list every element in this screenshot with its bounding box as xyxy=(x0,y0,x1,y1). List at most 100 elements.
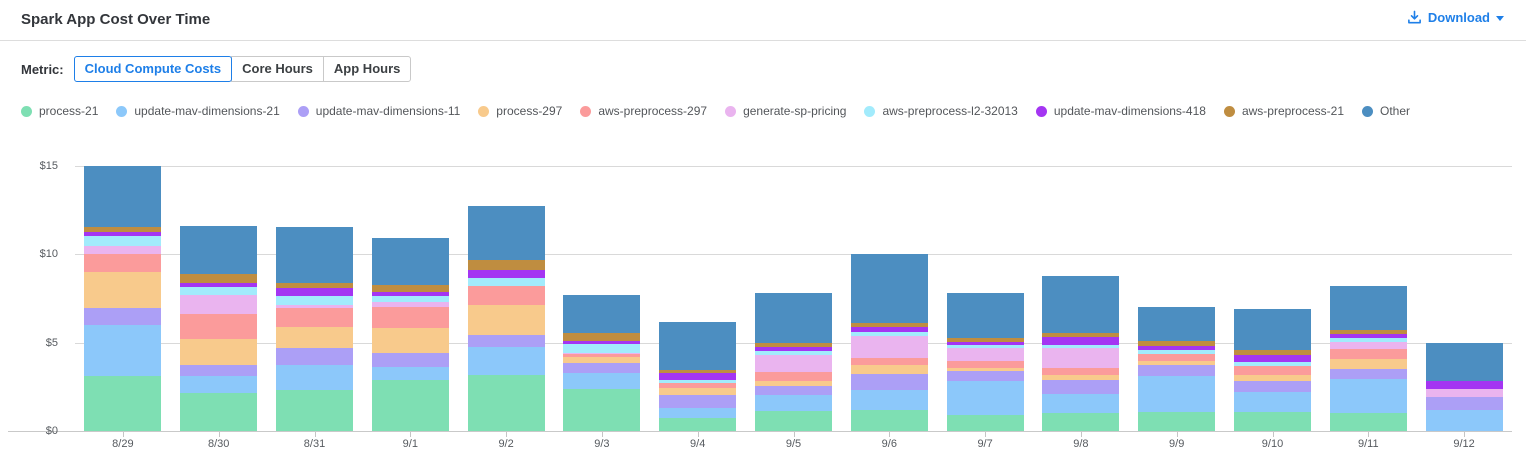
legend-item-generate-sp-pricing[interactable]: generate-sp-pricing xyxy=(725,104,846,118)
bar-segment-aws-preprocess-l2-32013[interactable] xyxy=(659,379,737,383)
bar-segment-update-mav-dimensions-418[interactable] xyxy=(563,341,641,345)
bar-segment-other[interactable] xyxy=(850,253,928,323)
bar-segment-generate-sp-pricing[interactable] xyxy=(1329,341,1407,349)
bar-segment-process-297[interactable] xyxy=(850,364,928,374)
bar-segment-update-mav-dimensions-21[interactable] xyxy=(180,376,258,394)
bar-segment-other[interactable] xyxy=(946,292,1024,338)
bar-segment-generate-sp-pricing[interactable] xyxy=(946,347,1024,361)
bar-segment-update-mav-dimensions-418[interactable] xyxy=(1042,337,1120,345)
bar-segment-process-297[interactable] xyxy=(467,305,545,336)
bar-segment-generate-sp-pricing[interactable] xyxy=(371,302,449,308)
bar-segment-process-21[interactable] xyxy=(180,393,258,431)
bar-segment-update-mav-dimensions-418[interactable] xyxy=(371,292,449,297)
bar-segment-process-297[interactable] xyxy=(946,367,1024,371)
bar-segment-update-mav-dimensions-11[interactable] xyxy=(84,308,162,326)
bar-segment-generate-sp-pricing[interactable] xyxy=(276,305,353,309)
bar-segment-aws-preprocess-21[interactable] xyxy=(180,274,258,284)
bar-segment-aws-preprocess-21[interactable] xyxy=(659,369,737,373)
bar-segment-other[interactable] xyxy=(1042,275,1120,333)
bar-segment-process-21[interactable] xyxy=(1329,412,1407,431)
bar-9-1[interactable] xyxy=(371,237,449,431)
bar-segment-update-mav-dimensions-418[interactable] xyxy=(1138,345,1216,350)
bar-segment-process-21[interactable] xyxy=(84,376,162,431)
bar-segment-update-mav-dimensions-418[interactable] xyxy=(946,341,1024,345)
bar-segment-aws-preprocess-l2-32013[interactable] xyxy=(755,351,832,356)
bar-segment-update-mav-dimensions-418[interactable] xyxy=(180,283,258,288)
bar-9-12[interactable] xyxy=(1425,343,1503,431)
bar-segment-aws-preprocess-l2-32013[interactable] xyxy=(946,344,1024,348)
bar-segment-process-21[interactable] xyxy=(563,388,641,431)
bar-segment-aws-preprocess-l2-32013[interactable] xyxy=(1042,345,1120,348)
bar-segment-aws-preprocess-297[interactable] xyxy=(1138,353,1216,361)
bar-segment-aws-preprocess-297[interactable] xyxy=(659,382,737,388)
bar-segment-aws-preprocess-21[interactable] xyxy=(467,260,545,271)
bar-segment-aws-preprocess-l2-32013[interactable] xyxy=(371,296,449,303)
legend-item-other[interactable]: Other xyxy=(1362,104,1410,118)
bar-segment-update-mav-dimensions-21[interactable] xyxy=(850,390,928,410)
bar-segment-aws-preprocess-21[interactable] xyxy=(276,283,353,289)
bar-9-7[interactable] xyxy=(946,292,1024,431)
bar-segment-update-mav-dimensions-11[interactable] xyxy=(659,394,737,408)
bar-segment-aws-preprocess-l2-32013[interactable] xyxy=(1138,349,1216,354)
bar-segment-update-mav-dimensions-11[interactable] xyxy=(850,373,928,391)
bar-segment-process-21[interactable] xyxy=(659,417,737,431)
bar-segment-update-mav-dimensions-418[interactable] xyxy=(84,232,162,237)
legend-item-aws-preprocess-l2-32013[interactable]: aws-preprocess-l2-32013 xyxy=(864,104,1018,118)
bar-9-10[interactable] xyxy=(1234,308,1311,431)
bar-segment-aws-preprocess-21[interactable] xyxy=(563,333,641,342)
bar-segment-process-297[interactable] xyxy=(1042,375,1120,380)
bar-segment-aws-preprocess-297[interactable] xyxy=(276,308,353,328)
bar-segment-update-mav-dimensions-11[interactable] xyxy=(276,348,353,366)
legend-item-update-mav-dimensions-418[interactable]: update-mav-dimensions-418 xyxy=(1035,104,1206,118)
bar-segment-process-297[interactable] xyxy=(180,339,258,366)
bar-segment-aws-preprocess-21[interactable] xyxy=(755,342,832,347)
bar-segment-process-297[interactable] xyxy=(1329,358,1407,370)
bar-segment-update-mav-dimensions-21[interactable] xyxy=(1138,375,1216,412)
bar-segment-process-297[interactable] xyxy=(659,387,737,395)
bar-segment-other[interactable] xyxy=(1234,308,1311,350)
bar-segment-update-mav-dimensions-418[interactable] xyxy=(276,288,353,297)
bar-segment-aws-preprocess-21[interactable] xyxy=(84,227,162,233)
bar-segment-other[interactable] xyxy=(1329,285,1407,330)
bar-9-5[interactable] xyxy=(755,292,832,431)
bar-segment-aws-preprocess-297[interactable] xyxy=(563,354,641,357)
bar-segment-update-mav-dimensions-11[interactable] xyxy=(371,352,449,367)
bar-segment-aws-preprocess-l2-32013[interactable] xyxy=(467,278,545,286)
bar-segment-aws-preprocess-l2-32013[interactable] xyxy=(84,236,162,247)
bar-segment-generate-sp-pricing[interactable] xyxy=(850,335,928,358)
bar-8-29[interactable] xyxy=(84,166,162,431)
bar-segment-update-mav-dimensions-418[interactable] xyxy=(659,372,737,380)
bar-segment-process-297[interactable] xyxy=(276,327,353,349)
bar-segment-aws-preprocess-21[interactable] xyxy=(850,322,928,327)
bar-segment-update-mav-dimensions-21[interactable] xyxy=(659,407,737,418)
bar-segment-process-21[interactable] xyxy=(467,375,545,431)
bar-segment-aws-preprocess-297[interactable] xyxy=(1329,348,1407,359)
bar-segment-process-297[interactable] xyxy=(84,272,162,309)
bar-segment-update-mav-dimensions-21[interactable] xyxy=(467,347,545,375)
bar-segment-process-21[interactable] xyxy=(371,379,449,431)
legend-item-process-21[interactable]: process-21 xyxy=(21,104,98,118)
bar-segment-process-21[interactable] xyxy=(946,414,1024,431)
bar-segment-process-297[interactable] xyxy=(563,356,641,363)
bar-segment-update-mav-dimensions-418[interactable] xyxy=(1329,333,1407,338)
bar-segment-generate-sp-pricing[interactable] xyxy=(1042,348,1120,368)
bar-segment-process-297[interactable] xyxy=(1138,360,1216,365)
bar-9-4[interactable] xyxy=(659,321,737,431)
legend-item-aws-preprocess-297[interactable]: aws-preprocess-297 xyxy=(580,104,707,118)
bar-segment-process-21[interactable] xyxy=(276,390,353,431)
bar-9-2[interactable] xyxy=(467,206,545,431)
bar-segment-update-mav-dimensions-11[interactable] xyxy=(1425,396,1503,410)
bar-segment-generate-sp-pricing[interactable] xyxy=(1425,388,1503,397)
bar-segment-aws-preprocess-297[interactable] xyxy=(371,307,449,329)
bar-segment-update-mav-dimensions-11[interactable] xyxy=(180,365,258,377)
bar-segment-aws-preprocess-l2-32013[interactable] xyxy=(180,287,258,296)
bar-segment-update-mav-dimensions-21[interactable] xyxy=(1042,393,1120,413)
bar-segment-update-mav-dimensions-11[interactable] xyxy=(1042,379,1120,394)
bar-segment-update-mav-dimensions-21[interactable] xyxy=(276,365,353,391)
bar-9-3[interactable] xyxy=(563,295,641,431)
bar-segment-other[interactable] xyxy=(84,166,162,228)
bar-segment-update-mav-dimensions-418[interactable] xyxy=(1234,354,1311,362)
metric-option-app-hours[interactable]: App Hours xyxy=(322,56,412,82)
bar-8-31[interactable] xyxy=(276,227,353,431)
bar-segment-aws-preprocess-l2-32013[interactable] xyxy=(276,296,353,306)
